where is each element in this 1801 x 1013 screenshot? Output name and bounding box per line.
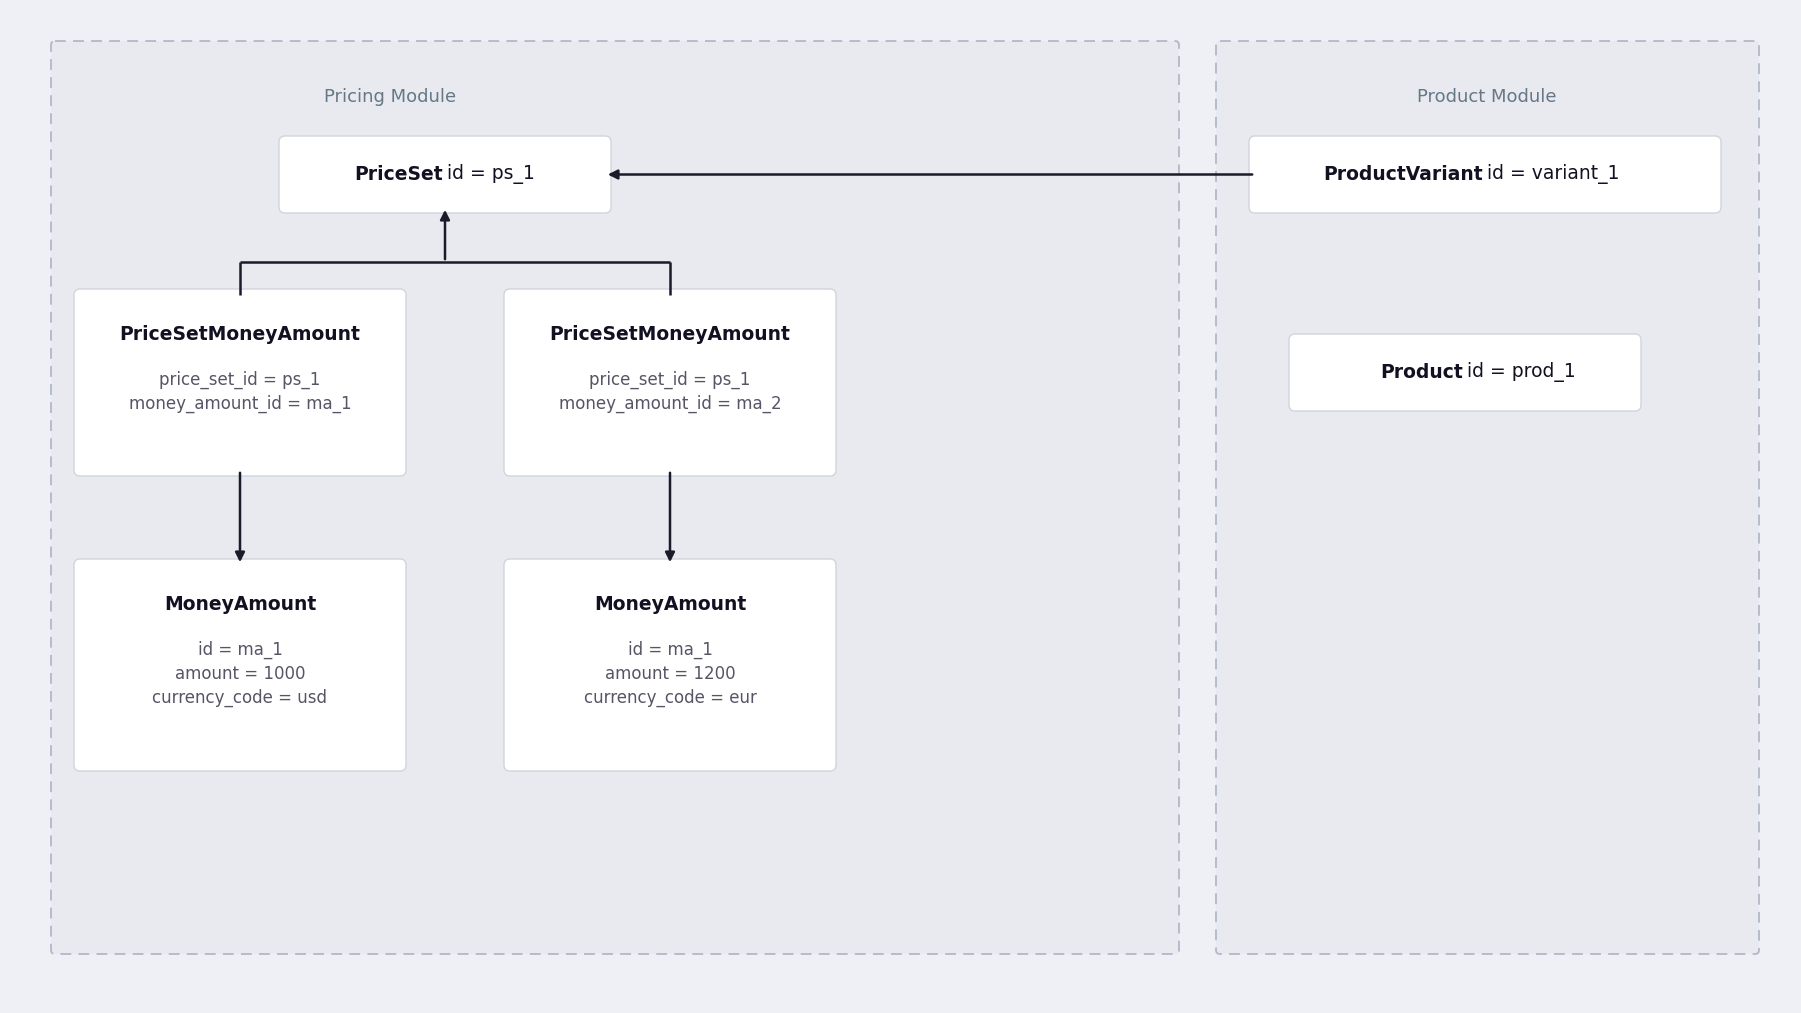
FancyBboxPatch shape xyxy=(504,559,836,771)
FancyBboxPatch shape xyxy=(74,289,405,476)
Text: Pricing Module: Pricing Module xyxy=(324,88,456,106)
Text: price_set_id = ps_1: price_set_id = ps_1 xyxy=(589,371,751,389)
FancyBboxPatch shape xyxy=(1290,334,1641,411)
Text: id = ma_1: id = ma_1 xyxy=(198,641,283,659)
Text: id = prod_1: id = prod_1 xyxy=(1468,363,1576,383)
Text: MoneyAmount: MoneyAmount xyxy=(594,595,746,614)
Text: money_amount_id = ma_1: money_amount_id = ma_1 xyxy=(128,395,351,413)
Text: id = variant_1: id = variant_1 xyxy=(1488,164,1619,184)
Text: PriceSet: PriceSet xyxy=(355,165,443,184)
Text: PriceSetMoneyAmount: PriceSetMoneyAmount xyxy=(119,325,360,344)
FancyBboxPatch shape xyxy=(279,136,611,213)
Text: money_amount_id = ma_2: money_amount_id = ma_2 xyxy=(558,395,782,413)
Text: id = ma_1: id = ma_1 xyxy=(627,641,713,659)
Text: amount = 1200: amount = 1200 xyxy=(605,665,735,683)
FancyBboxPatch shape xyxy=(50,41,1180,954)
FancyBboxPatch shape xyxy=(1250,136,1722,213)
FancyBboxPatch shape xyxy=(504,289,836,476)
FancyBboxPatch shape xyxy=(74,559,405,771)
Text: id = ps_1: id = ps_1 xyxy=(447,164,535,184)
Text: Product Module: Product Module xyxy=(1417,88,1556,106)
Text: currency_code = usd: currency_code = usd xyxy=(153,689,328,707)
Text: Product: Product xyxy=(1380,363,1462,382)
Text: MoneyAmount: MoneyAmount xyxy=(164,595,317,614)
Text: ProductVariant: ProductVariant xyxy=(1324,165,1482,184)
Text: PriceSetMoneyAmount: PriceSetMoneyAmount xyxy=(549,325,791,344)
Text: amount = 1000: amount = 1000 xyxy=(175,665,304,683)
Text: currency_code = eur: currency_code = eur xyxy=(584,689,756,707)
FancyBboxPatch shape xyxy=(1216,41,1760,954)
Text: price_set_id = ps_1: price_set_id = ps_1 xyxy=(158,371,321,389)
